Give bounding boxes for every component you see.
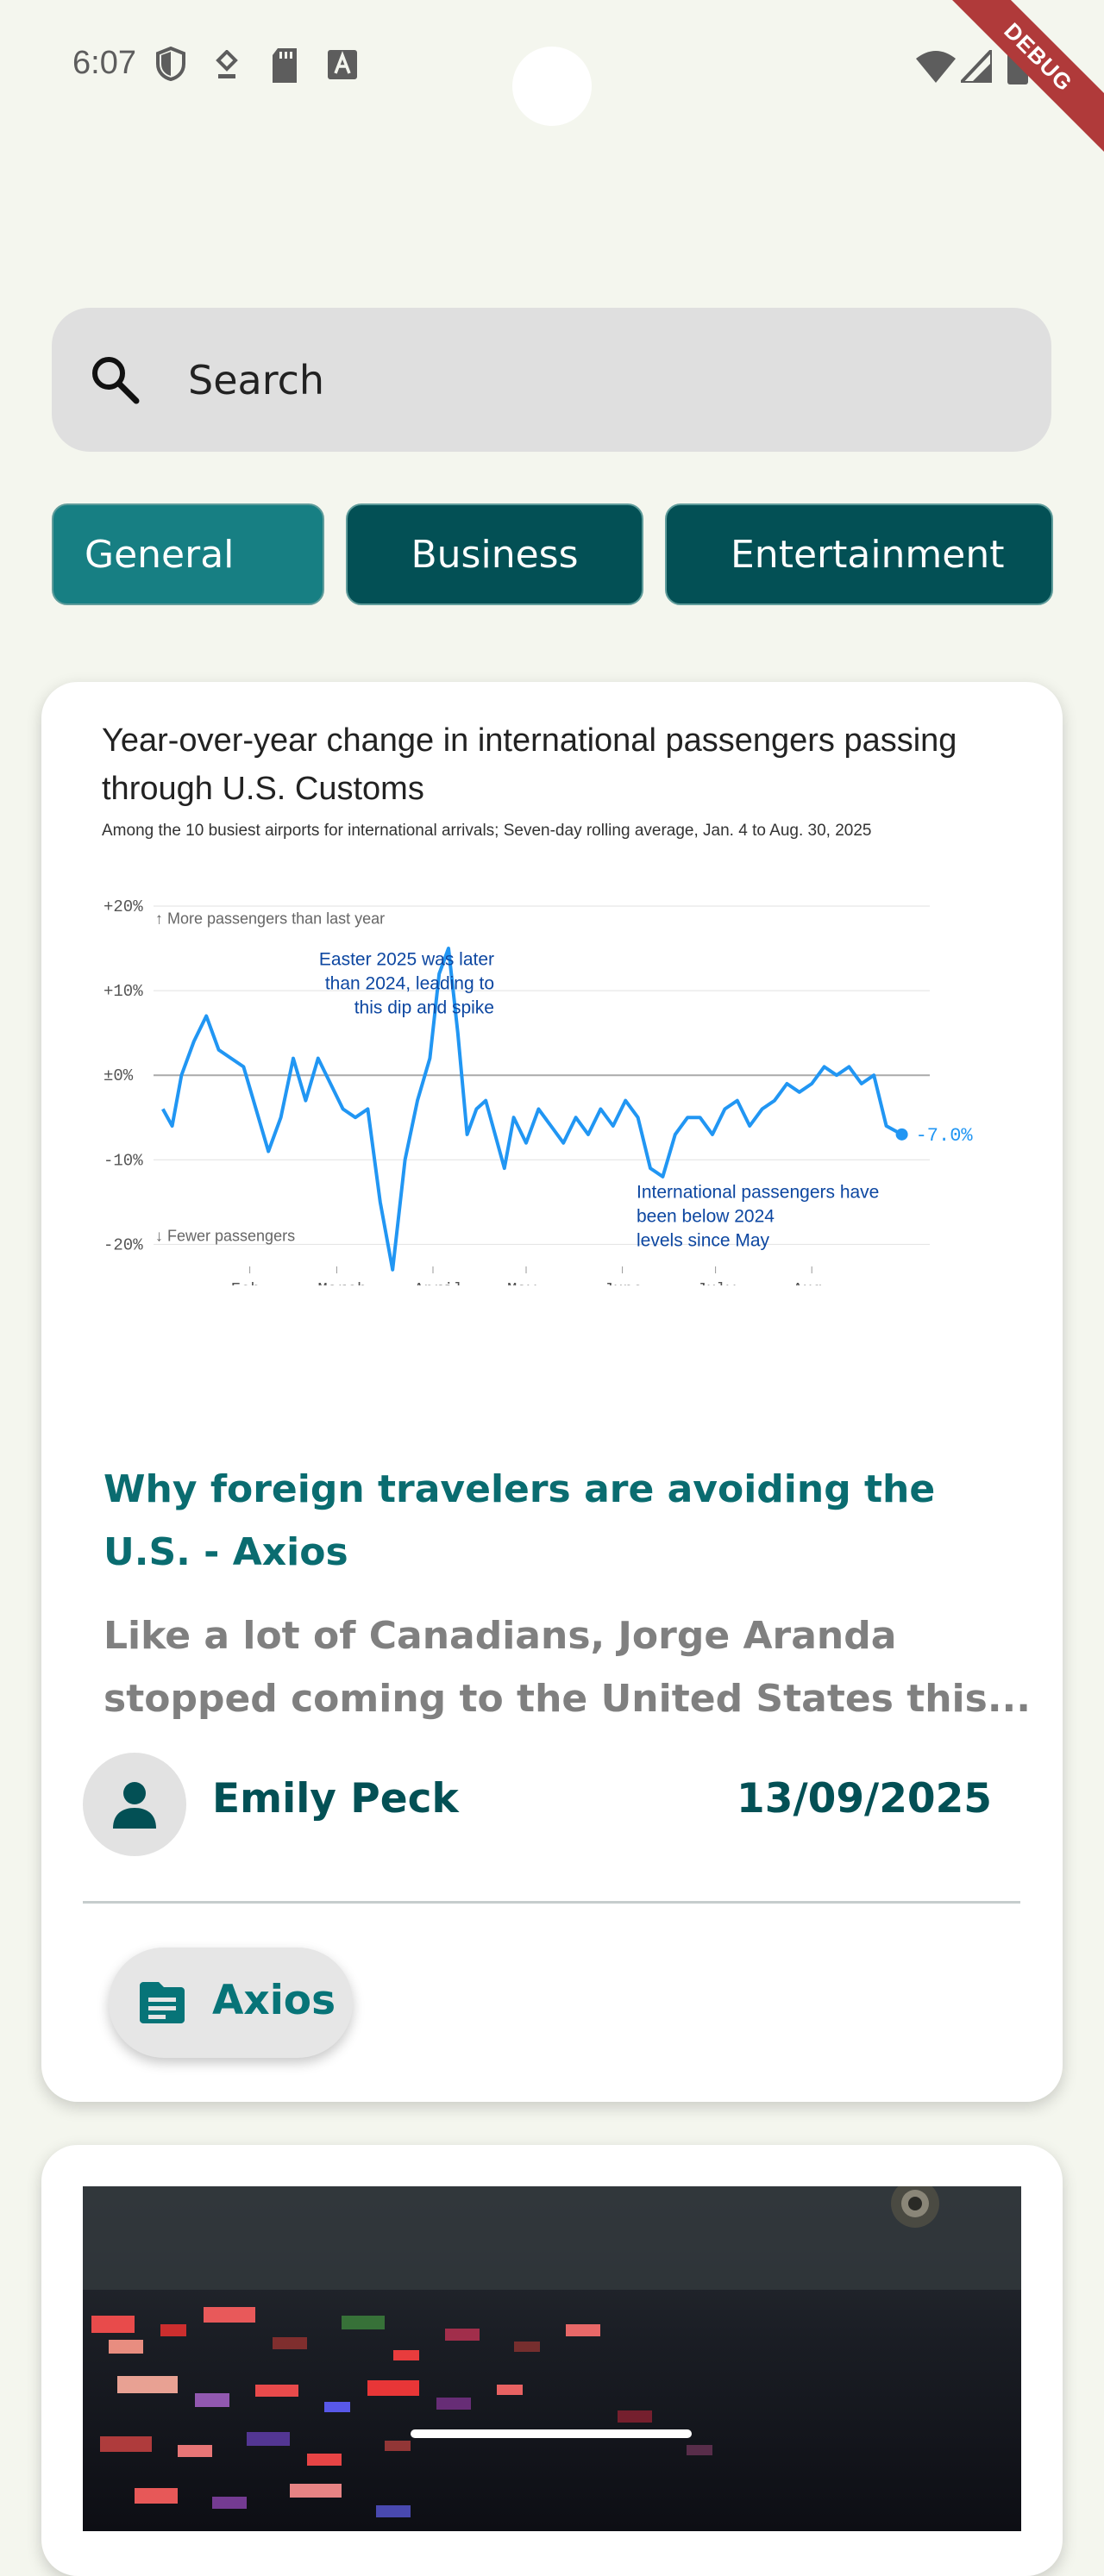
y-tick-label: +10% <box>104 982 143 1001</box>
author-name: Emily Peck <box>212 1775 459 1823</box>
status-bar: 6:07 DEBUG <box>0 0 1104 164</box>
search-icon <box>88 353 141 410</box>
annotation-easter: Easter 2025 was later than 2024, leading … <box>319 950 494 1018</box>
y-tick-label: -20% <box>104 1235 143 1254</box>
home-indicator[interactable] <box>411 2429 692 2438</box>
series-line <box>161 947 903 1272</box>
category-chip-general[interactable]: General <box>52 503 324 605</box>
article-chart-image: Year-over-year change in international p… <box>102 716 1033 1285</box>
end-value-label: -7.0% <box>916 1125 974 1147</box>
x-tick-label: March <box>317 1280 367 1285</box>
chart-subtitle: Among the 10 busiest airports for intern… <box>102 822 872 840</box>
publish-date: 13/09/2025 <box>737 1775 992 1823</box>
y-tick-label: ±0% <box>104 1066 134 1085</box>
category-chip-entertainment[interactable]: Entertainment <box>665 503 1053 605</box>
article-icon <box>140 1982 185 2027</box>
search-bar[interactable] <box>52 308 1051 452</box>
category-chip-label: Business <box>411 532 579 577</box>
shield-icon <box>155 46 186 84</box>
text-a-icon <box>328 50 357 83</box>
x-tick-label: May <box>507 1280 536 1285</box>
article-headline[interactable]: Why foreign travelers are avoiding the U… <box>104 1467 936 1574</box>
signal-icon <box>957 45 994 86</box>
chart-title: Year-over-year change in international p… <box>102 722 957 807</box>
line-chart: +20% +10% ±0% -10% -20% Feb.2025 March April May… <box>104 897 974 1285</box>
series-end-point <box>895 1128 908 1141</box>
x-tick-label: April <box>414 1280 463 1285</box>
annotation-below-2024: International passengers have been below … <box>637 1182 879 1250</box>
source-chip[interactable]: Axios <box>109 1948 353 2058</box>
article-image <box>83 2186 1021 2531</box>
person-icon <box>111 1780 158 1832</box>
x-tick-label: July <box>697 1280 737 1285</box>
x-tick-label: Feb.2025 <box>231 1280 271 1285</box>
news-card[interactable]: Year-over-year change in international p… <box>41 682 1063 2102</box>
news-card[interactable] <box>41 2145 1063 2576</box>
download-icon <box>214 49 240 84</box>
search-input[interactable] <box>186 342 966 418</box>
annotation-fewer-passengers: ↓ Fewer passengers <box>155 1228 295 1245</box>
annotation-more-passengers: ↑ More passengers than last year <box>155 910 385 928</box>
source-label: Axios <box>212 1977 336 2024</box>
y-tick-label: -10% <box>104 1151 143 1170</box>
status-time: 6:07 <box>72 45 136 81</box>
author-avatar <box>83 1753 186 1856</box>
divider <box>83 1901 1020 1904</box>
category-chip-business[interactable]: Business <box>346 503 643 605</box>
category-chip-label: General <box>85 532 235 577</box>
article-excerpt: Like a lot of Canadians, Jorge Aranda st… <box>104 1614 1031 1721</box>
y-tick-label: +20% <box>104 897 143 916</box>
camera-cutout <box>512 47 592 126</box>
category-chip-label: Entertainment <box>731 532 1005 577</box>
sd-card-icon <box>271 48 298 86</box>
x-tick-label: Aug. <box>793 1280 832 1285</box>
x-tick-label: June <box>604 1280 643 1285</box>
wifi-icon <box>916 50 956 86</box>
